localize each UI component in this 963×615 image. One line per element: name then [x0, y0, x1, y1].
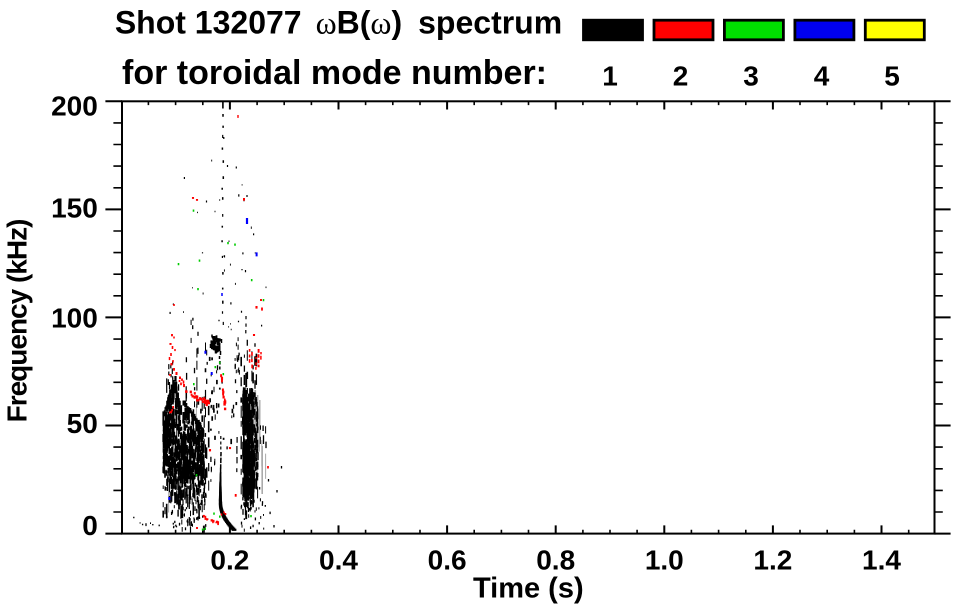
svg-text:3: 3: [743, 61, 759, 92]
svg-text:0.2: 0.2: [210, 545, 249, 576]
svg-text:0.6: 0.6: [428, 545, 467, 576]
svg-text:1: 1: [602, 61, 618, 92]
svg-text:2: 2: [673, 61, 689, 92]
svg-text:Frequency (kHz): Frequency (kHz): [2, 220, 33, 423]
svg-text:0.4: 0.4: [319, 545, 358, 576]
svg-text:1.0: 1.0: [645, 545, 684, 576]
svg-text:1.4: 1.4: [862, 545, 901, 576]
svg-text:200: 200: [51, 90, 98, 121]
svg-text:100: 100: [51, 302, 98, 333]
svg-text:0.8: 0.8: [536, 545, 575, 576]
svg-text:0: 0: [82, 510, 98, 541]
svg-text:for toroidal mode number:: for toroidal mode number:: [122, 54, 547, 92]
svg-text:150: 150: [51, 193, 98, 224]
svg-text:50: 50: [67, 408, 98, 439]
svg-text:1.2: 1.2: [753, 545, 792, 576]
svg-text:Time (s): Time (s): [473, 573, 584, 605]
svg-text:4: 4: [814, 61, 830, 92]
svg-text:5: 5: [884, 61, 900, 92]
